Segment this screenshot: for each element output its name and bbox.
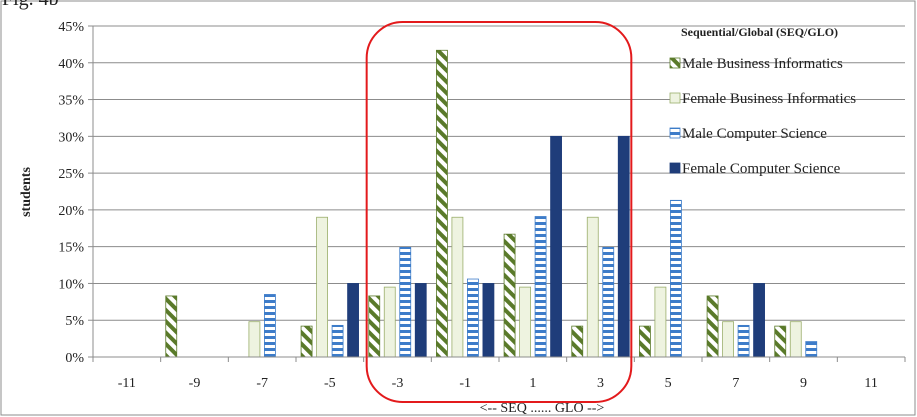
bar-male-business-informatics--1 bbox=[436, 49, 448, 358]
x-tick-label: 3 bbox=[597, 376, 604, 391]
bar-female-business-informatics-3 bbox=[586, 216, 599, 358]
bar-female-business-informatics--3 bbox=[383, 286, 396, 358]
y-tick-label: 40% bbox=[58, 57, 84, 72]
legend: Sequential/Global (SEQ/GLO) Male Business… bbox=[669, 25, 856, 177]
bar-female-business-informatics--7 bbox=[248, 321, 261, 358]
y-tick-label: 30% bbox=[58, 130, 84, 145]
bar-male-computer-science--3 bbox=[399, 247, 412, 358]
bar-female-computer-science-1 bbox=[550, 135, 562, 358]
y-tick-label: 25% bbox=[58, 167, 84, 182]
legend-swatch bbox=[669, 162, 681, 174]
bar-male-computer-science--7 bbox=[264, 294, 276, 358]
bar-marks bbox=[165, 49, 818, 358]
bar-male-business-informatics-9 bbox=[774, 325, 787, 358]
legend-label: Female Business Informatics bbox=[682, 91, 856, 107]
highlight-region bbox=[365, 21, 633, 403]
y-tick-label: 15% bbox=[58, 241, 84, 256]
bar-male-computer-science-9 bbox=[805, 341, 818, 358]
bar-male-business-informatics--5 bbox=[300, 325, 313, 358]
x-tick-label: -11 bbox=[118, 376, 136, 391]
bar-female-business-informatics-7 bbox=[722, 321, 734, 358]
y-tick-label: 0% bbox=[65, 351, 84, 366]
bar-male-computer-science-7 bbox=[737, 324, 750, 358]
x-tick-label: 7 bbox=[732, 376, 739, 391]
bar-male-computer-science-3 bbox=[602, 247, 615, 358]
bar-male-business-informatics--3 bbox=[368, 295, 381, 358]
x-tick-label: 9 bbox=[800, 376, 807, 391]
legend-label: Male Computer Science bbox=[682, 126, 827, 142]
bar-female-computer-science--1 bbox=[482, 283, 495, 358]
bar-male-business-informatics-1 bbox=[503, 233, 516, 358]
legend-title: Sequential/Global (SEQ/GLO) bbox=[681, 25, 838, 39]
y-tick-label: 10% bbox=[58, 277, 84, 292]
x-tick-label: -1 bbox=[459, 376, 471, 391]
bar-female-computer-science-7 bbox=[753, 283, 765, 358]
bar-male-business-informatics--9 bbox=[165, 295, 178, 358]
y-tick-label: 35% bbox=[58, 94, 84, 109]
x-tick-label: 5 bbox=[665, 376, 672, 391]
x-tick-label: -5 bbox=[324, 376, 336, 391]
x-tick-label: -3 bbox=[392, 376, 404, 391]
bar-female-business-informatics--5 bbox=[316, 216, 328, 358]
legend-label: Male Business Informatics bbox=[682, 56, 843, 72]
highlight-box bbox=[365, 21, 633, 403]
x-tick-label: 1 bbox=[529, 376, 536, 391]
legend-label: Female Computer Science bbox=[682, 161, 841, 177]
y-tick-label: 45% bbox=[58, 20, 84, 35]
axes: -11 -9 -7 -5 -3 -1 1 3 5 7 9 11<-- SEQ ...... GLO -… bbox=[19, 26, 906, 416]
legend-swatch bbox=[669, 92, 681, 104]
bar-female-computer-science--3 bbox=[414, 283, 427, 358]
y-axis-label: students bbox=[19, 167, 34, 217]
bar-male-computer-science--1 bbox=[467, 278, 479, 358]
bar-female-business-informatics--1 bbox=[451, 216, 464, 358]
bar-male-business-informatics-3 bbox=[571, 325, 584, 358]
bar-female-computer-science-3 bbox=[617, 135, 630, 358]
bar-male-computer-science-5 bbox=[670, 199, 682, 358]
x-tick-label: -7 bbox=[256, 376, 268, 391]
bar-male-computer-science--5 bbox=[331, 324, 344, 358]
y-tick-label: 20% bbox=[58, 204, 84, 219]
x-axis-label: <-- SEQ ...... GLO --> bbox=[480, 401, 605, 416]
gridlines: Fig. 4b 0% 5% 10% 15% 20% 25% 30% 35% 40% 45% bbox=[2, 0, 905, 366]
x-tick-label: 11 bbox=[864, 376, 877, 391]
bar-male-business-informatics-5 bbox=[639, 325, 651, 358]
bar-male-business-informatics-7 bbox=[706, 295, 719, 358]
figure-label: Fig. 4b bbox=[2, 0, 59, 10]
bar-female-computer-science--5 bbox=[347, 283, 359, 358]
legend-swatch bbox=[669, 127, 681, 139]
bar-female-business-informatics-9 bbox=[789, 321, 802, 358]
bar-female-business-informatics-1 bbox=[519, 286, 531, 358]
x-tick-label: -9 bbox=[189, 376, 201, 391]
legend-swatch bbox=[669, 57, 681, 69]
y-tick-label: 5% bbox=[65, 314, 84, 329]
bar-male-computer-science-1 bbox=[534, 216, 547, 358]
bar-female-business-informatics-5 bbox=[654, 286, 667, 358]
